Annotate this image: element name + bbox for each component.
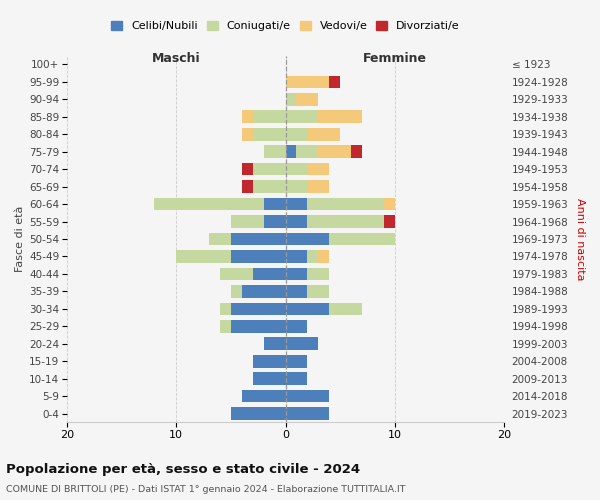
Bar bbox=[231, 285, 242, 298]
Bar bbox=[286, 198, 307, 210]
Y-axis label: Fasce di età: Fasce di età bbox=[15, 206, 25, 272]
Bar bbox=[253, 110, 286, 123]
Bar bbox=[286, 268, 307, 280]
Bar bbox=[307, 198, 384, 210]
Bar bbox=[263, 216, 286, 228]
Bar bbox=[286, 338, 318, 350]
Bar bbox=[263, 146, 286, 158]
Bar bbox=[318, 146, 351, 158]
Bar bbox=[263, 198, 286, 210]
Bar bbox=[296, 146, 318, 158]
Bar bbox=[231, 320, 286, 332]
Text: Femmine: Femmine bbox=[363, 52, 427, 65]
Bar bbox=[154, 198, 263, 210]
Bar bbox=[286, 302, 329, 315]
Bar bbox=[253, 268, 286, 280]
Bar bbox=[231, 232, 286, 245]
Y-axis label: Anni di nascita: Anni di nascita bbox=[575, 198, 585, 280]
Bar bbox=[286, 93, 296, 106]
Bar bbox=[286, 232, 329, 245]
Bar bbox=[318, 250, 329, 263]
Text: Maschi: Maschi bbox=[152, 52, 200, 65]
Bar bbox=[253, 372, 286, 385]
Bar bbox=[307, 180, 329, 193]
Bar bbox=[209, 232, 231, 245]
Bar bbox=[384, 216, 395, 228]
Text: Popolazione per età, sesso e stato civile - 2024: Popolazione per età, sesso e stato civil… bbox=[6, 462, 360, 475]
Bar bbox=[329, 302, 362, 315]
Bar bbox=[242, 110, 253, 123]
Text: COMUNE DI BRITTOLI (PE) - Dati ISTAT 1° gennaio 2024 - Elaborazione TUTTITALIA.I: COMUNE DI BRITTOLI (PE) - Dati ISTAT 1° … bbox=[6, 485, 406, 494]
Bar bbox=[231, 250, 286, 263]
Bar bbox=[307, 285, 329, 298]
Bar bbox=[286, 216, 307, 228]
Bar bbox=[286, 163, 307, 175]
Bar bbox=[384, 198, 395, 210]
Bar bbox=[286, 110, 318, 123]
Bar bbox=[307, 128, 340, 140]
Bar bbox=[307, 268, 329, 280]
Bar bbox=[253, 180, 286, 193]
Bar bbox=[242, 390, 286, 402]
Bar bbox=[242, 128, 253, 140]
Legend: Celibi/Nubili, Coniugati/e, Vedovi/e, Divorziati/e: Celibi/Nubili, Coniugati/e, Vedovi/e, Di… bbox=[108, 17, 463, 34]
Bar bbox=[286, 250, 307, 263]
Bar bbox=[286, 355, 307, 368]
Bar bbox=[253, 128, 286, 140]
Bar bbox=[286, 128, 307, 140]
Bar bbox=[329, 232, 395, 245]
Bar bbox=[307, 216, 384, 228]
Bar bbox=[242, 180, 253, 193]
Bar bbox=[220, 302, 231, 315]
Bar bbox=[231, 216, 263, 228]
Bar bbox=[286, 285, 307, 298]
Bar bbox=[286, 180, 307, 193]
Bar bbox=[231, 302, 286, 315]
Bar bbox=[263, 338, 286, 350]
Bar bbox=[231, 408, 286, 420]
Bar bbox=[253, 163, 286, 175]
Bar bbox=[286, 320, 307, 332]
Bar bbox=[286, 146, 296, 158]
Bar bbox=[286, 408, 329, 420]
Bar bbox=[351, 146, 362, 158]
Bar bbox=[318, 110, 362, 123]
Bar bbox=[296, 93, 318, 106]
Bar bbox=[220, 268, 253, 280]
Bar bbox=[329, 76, 340, 88]
Bar bbox=[220, 320, 231, 332]
Bar bbox=[307, 250, 318, 263]
Bar bbox=[286, 390, 329, 402]
Bar bbox=[176, 250, 231, 263]
Bar bbox=[242, 285, 286, 298]
Bar bbox=[286, 372, 307, 385]
Bar bbox=[307, 163, 329, 175]
Bar bbox=[253, 355, 286, 368]
Bar bbox=[242, 163, 253, 175]
Bar bbox=[286, 76, 329, 88]
